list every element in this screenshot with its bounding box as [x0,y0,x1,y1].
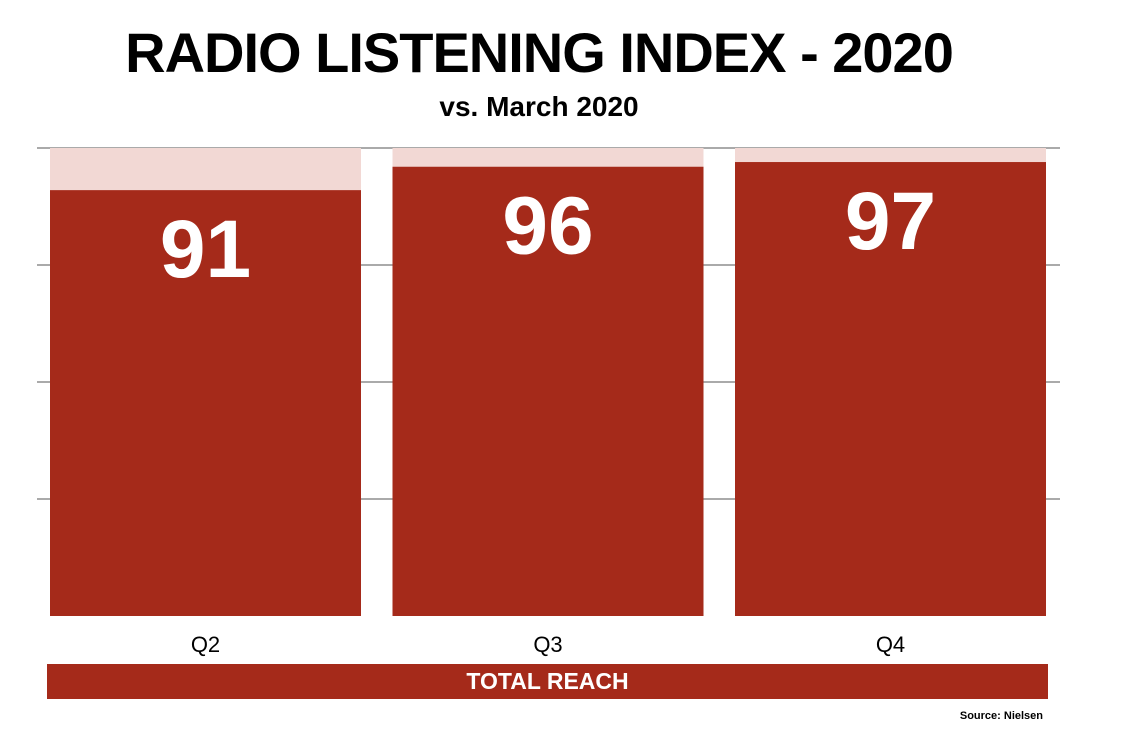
bar-value-label: 96 [502,181,593,272]
chart-title: RADIO LISTENING INDEX - 2020 [125,21,954,84]
bar [735,162,1046,617]
bar-remainder [735,148,1046,163]
x-tick-label: Q3 [533,632,562,657]
bar [50,190,361,616]
bar-value-label: 97 [845,176,936,267]
bar-chart: 91 Q2 96 Q3 97 Q4 [37,147,1060,657]
bar [392,166,704,616]
bar-remainder [50,148,361,191]
source-note: Source: Nielsen [959,710,1043,722]
chart-subtitle: vs. March 2020 [439,91,639,122]
bar-remainder [392,148,704,167]
group-label-bar: TOTAL REACH [47,664,1048,699]
bar-value-label: 91 [160,204,251,295]
x-tick-label: Q4 [876,632,905,657]
x-tick-label: Q2 [191,632,220,657]
group-label: TOTAL REACH [466,668,629,694]
